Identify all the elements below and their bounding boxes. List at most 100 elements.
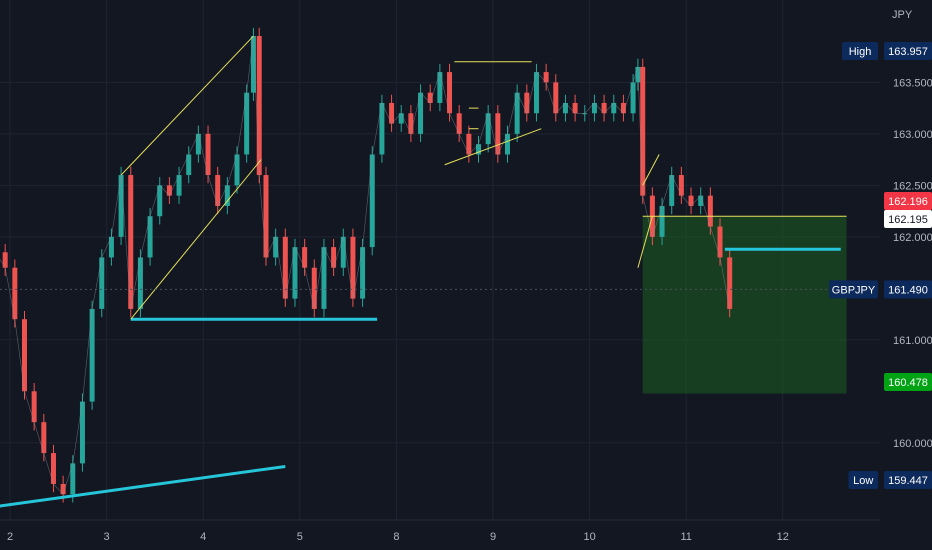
- candle-body: [311, 267, 317, 309]
- current-tag: GBPJPY 161.490: [829, 280, 932, 299]
- candle-body: [572, 102, 578, 114]
- candle-body: [70, 463, 76, 495]
- candle-body: [12, 267, 18, 320]
- candle-body: [340, 236, 346, 268]
- low-tag-label-text: Low: [853, 475, 873, 487]
- low-tag-value-text: 159.447: [888, 475, 928, 487]
- candle-body: [591, 102, 597, 114]
- candle-body: [611, 102, 617, 114]
- candle-body: [331, 247, 337, 268]
- x-tick-label: 11: [680, 531, 691, 543]
- target-zone: [642, 216, 847, 394]
- candle-body: [195, 133, 201, 155]
- candle-body: [89, 308, 95, 402]
- candle-body: [60, 483, 66, 495]
- candle-body: [176, 175, 182, 196]
- candle-body: [99, 257, 105, 309]
- candle-body: [108, 236, 114, 258]
- y-tick-label: 162.000: [893, 232, 932, 244]
- target-tag-value-box: [884, 373, 932, 391]
- candle-body: [157, 185, 163, 217]
- ask-tag-value-box: [884, 210, 932, 228]
- x-tick-label: 8: [393, 531, 399, 543]
- candle-body: [250, 36, 256, 93]
- candle-body: [437, 72, 443, 103]
- candle-body: [562, 102, 568, 114]
- candle-body: [50, 453, 56, 484]
- low-tag: Low 159.447: [848, 471, 932, 489]
- candle-body: [495, 113, 501, 155]
- current-tag-value-text: 161.490: [888, 284, 928, 296]
- pattern-line: [444, 128, 542, 166]
- candle-body: [427, 92, 433, 103]
- annotations: [0, 35, 847, 508]
- low-tag-label-box: [848, 471, 878, 489]
- candle-body: [418, 92, 424, 134]
- target-tag-value-text: 160.478: [888, 377, 928, 389]
- candle-body: [137, 257, 143, 309]
- candle-body: [640, 66, 646, 196]
- x-tick-label: 10: [583, 531, 595, 543]
- candle-body: [128, 175, 134, 309]
- candle-body: [302, 247, 308, 268]
- candle-body: [717, 226, 723, 258]
- high-tag-label-text: High: [849, 46, 872, 58]
- candle-body: [678, 175, 684, 196]
- current-tag-label-box: [829, 280, 878, 299]
- candle-body: [533, 72, 539, 114]
- pattern-line: [637, 216, 653, 268]
- candle-body: [408, 113, 414, 134]
- support-line: [0, 464, 286, 508]
- bid-tag-value-box: [884, 192, 932, 210]
- x-tick-label: 4: [200, 531, 206, 543]
- candle-body: [41, 422, 47, 454]
- candle-body: [79, 401, 85, 464]
- candle-body: [21, 319, 27, 392]
- axes: 163.500 163.000 162.500 162.000 161.000 160.0…: [0, 9, 932, 543]
- high-tag-value-box: [884, 42, 932, 60]
- candle-body: [630, 82, 636, 114]
- target-tag: 160.478: [884, 373, 932, 391]
- candle-body: [514, 92, 520, 134]
- candle-body: [398, 113, 404, 124]
- candle-body: [688, 195, 694, 206]
- candle-body: [166, 185, 172, 196]
- candle-body: [256, 36, 262, 176]
- candle-body: [727, 257, 733, 309]
- high-tag-value-text: 163.957: [888, 46, 928, 58]
- candle-body: [543, 72, 549, 83]
- candle-body: [244, 92, 250, 155]
- candle-body: [707, 195, 713, 227]
- x-tick-label: 9: [490, 531, 496, 543]
- y-tick-label: 163.500: [893, 77, 932, 89]
- candle-body: [476, 144, 482, 155]
- candle-body: [659, 205, 665, 237]
- bid-tag-value-text: 162.196: [888, 196, 928, 208]
- candle-body: [273, 236, 279, 258]
- x-tick-label: 12: [777, 531, 789, 543]
- candle-body: [456, 113, 462, 134]
- candle-body: [186, 154, 192, 176]
- currency-label: JPY: [892, 9, 913, 21]
- candle-body: [292, 247, 298, 299]
- candle-body: [369, 154, 375, 248]
- candle-body: [31, 391, 37, 423]
- high-tag: High 163.957: [842, 42, 932, 60]
- candle-body: [215, 175, 221, 206]
- candle-body: [321, 247, 327, 309]
- high-tag-label-box: [842, 42, 878, 60]
- candle-body: [485, 113, 491, 145]
- candle-body: [466, 133, 472, 155]
- y-tick-label: 163.000: [893, 129, 932, 141]
- low-tag-value-box: [884, 471, 932, 489]
- pattern-line: [642, 154, 660, 186]
- candle-body: [582, 113, 588, 115]
- candle-body: [224, 185, 230, 206]
- candle-body: [698, 195, 704, 206]
- pattern-line: [120, 35, 254, 176]
- current-tag-label-text: GBPJPY: [832, 284, 876, 296]
- candle-body: [504, 133, 510, 155]
- bid-tag: 162.196: [884, 192, 932, 210]
